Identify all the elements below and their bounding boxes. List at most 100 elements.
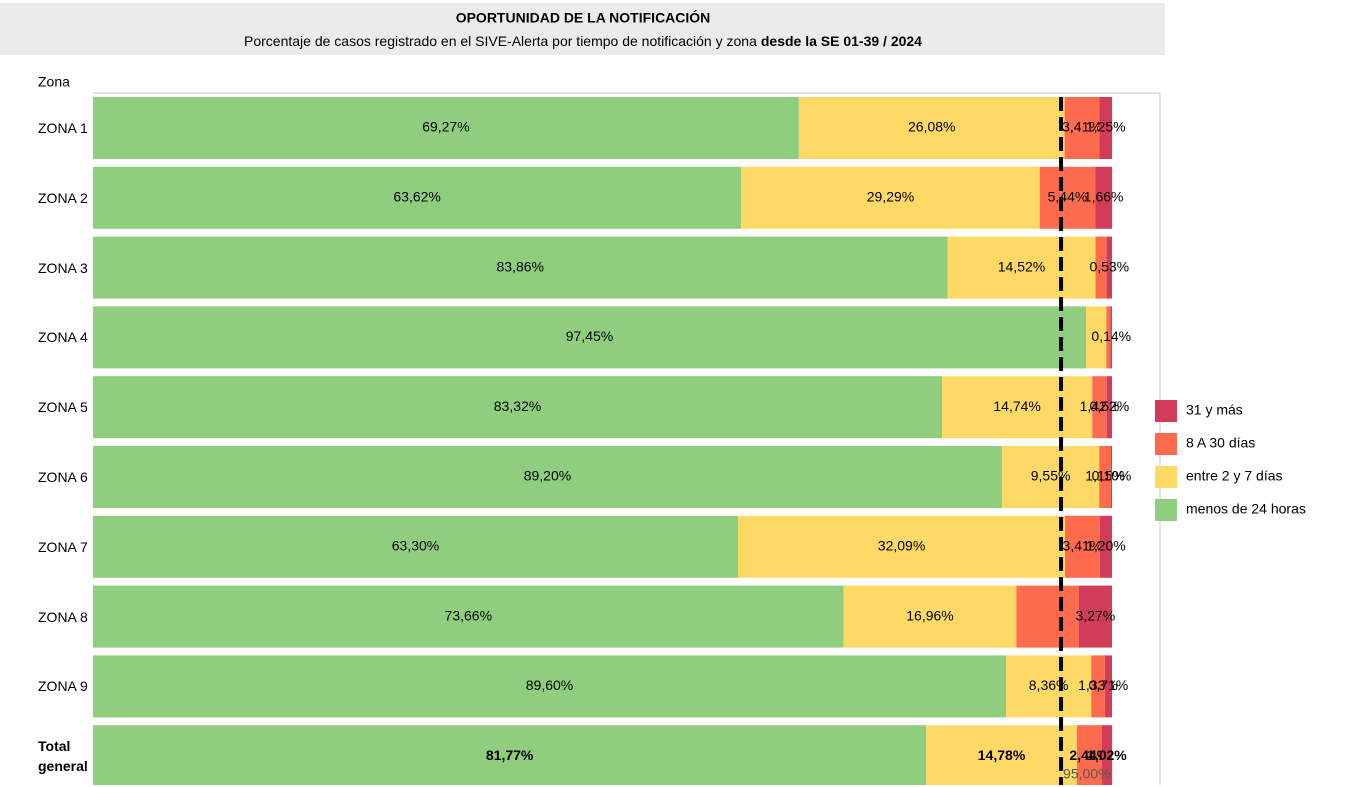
value-label: 89,60% bbox=[526, 677, 573, 693]
bar-segment bbox=[1099, 446, 1111, 508]
y-axis-title: Zona bbox=[38, 74, 70, 90]
bar-segment bbox=[1099, 515, 1112, 578]
bar-segment bbox=[942, 376, 1093, 439]
category-label: ZONA 3 bbox=[38, 259, 88, 276]
bar-segment bbox=[1106, 306, 1111, 369]
subtitle-text: Porcentaje de casos registrado en el SIV… bbox=[244, 33, 757, 49]
value-label: 16,96% bbox=[906, 607, 953, 623]
category-label: ZONA 9 bbox=[38, 678, 88, 695]
category-label: Total general bbox=[38, 738, 88, 775]
legend-label: entre 2 y 7 días bbox=[1186, 468, 1283, 484]
bar-segment bbox=[93, 585, 844, 648]
value-label: 83,32% bbox=[494, 398, 541, 414]
category-label: ZONA 4 bbox=[38, 329, 88, 346]
value-label: 1,02% bbox=[1087, 747, 1127, 763]
legend-swatch bbox=[1155, 400, 1177, 422]
value-label: 0,14% bbox=[1091, 328, 1131, 344]
bar-segment bbox=[926, 725, 1077, 785]
value-label: 0,52% bbox=[1089, 398, 1129, 414]
category-label: ZONA 2 bbox=[38, 189, 88, 206]
value-label: 0,53% bbox=[1089, 258, 1129, 274]
bar-segment bbox=[738, 515, 1066, 578]
bar-segment bbox=[1106, 236, 1112, 299]
value-label: 0,10% bbox=[1092, 468, 1132, 484]
value-label: 1,66% bbox=[1084, 189, 1124, 205]
bar-segment bbox=[798, 97, 1065, 159]
bar-segment bbox=[93, 655, 1007, 718]
bar-segment bbox=[93, 97, 799, 159]
bar-segment bbox=[1101, 725, 1113, 785]
value-label: 89,20% bbox=[524, 468, 571, 484]
bar-segment bbox=[1001, 446, 1100, 508]
value-label: 1,20% bbox=[1086, 538, 1126, 554]
bar-segment bbox=[1016, 585, 1079, 648]
bar-segment bbox=[1092, 376, 1107, 439]
legend-swatch bbox=[1155, 433, 1177, 455]
category-label: ZONA 1 bbox=[38, 120, 88, 136]
value-label: 26,08% bbox=[908, 119, 955, 135]
value-label: 69,27% bbox=[422, 119, 469, 135]
bar-segment bbox=[93, 236, 948, 299]
bar-segment bbox=[1104, 655, 1112, 718]
value-label: 8,36% bbox=[1029, 677, 1069, 693]
bar-segment bbox=[1110, 446, 1112, 508]
category-label: ZONA 8 bbox=[38, 608, 88, 625]
bar-segment bbox=[93, 166, 742, 229]
bar-segment bbox=[1091, 655, 1105, 718]
value-label: 32,09% bbox=[878, 538, 925, 554]
bar-segment bbox=[93, 515, 739, 578]
value-label: 3,41% bbox=[1062, 119, 1102, 135]
bar-segment bbox=[1095, 166, 1113, 229]
bar-segment bbox=[1086, 306, 1107, 369]
category-label: ZONA 6 bbox=[38, 469, 88, 485]
bar-segment bbox=[1078, 585, 1112, 648]
value-label: 73,66% bbox=[445, 607, 492, 623]
bar-segment bbox=[1064, 97, 1100, 159]
bar-segment bbox=[93, 446, 1002, 508]
bar-segment bbox=[93, 725, 927, 785]
value-label: 1,25% bbox=[1086, 119, 1126, 135]
bar-segment bbox=[93, 306, 1087, 369]
value-label: 1,15% bbox=[1085, 468, 1125, 484]
value-label: 14,78% bbox=[978, 747, 1026, 763]
bar-segment bbox=[843, 585, 1017, 648]
legend-swatch bbox=[1155, 499, 1177, 521]
legend-swatch bbox=[1155, 466, 1177, 488]
bar-segment bbox=[1039, 166, 1096, 229]
bar-segment bbox=[947, 236, 1096, 299]
value-label: 14,74% bbox=[993, 398, 1040, 414]
bar-segment bbox=[1006, 655, 1092, 718]
value-label: 97,45% bbox=[566, 328, 613, 344]
value-label: 2,44% bbox=[1069, 747, 1109, 763]
value-label: 63,62% bbox=[393, 189, 440, 205]
bar-segment bbox=[1076, 725, 1102, 785]
value-label: 0,71% bbox=[1089, 677, 1129, 693]
value-label: 3,27% bbox=[1075, 607, 1115, 623]
bar-segment bbox=[1095, 236, 1107, 299]
legend-label: 31 y más bbox=[1186, 402, 1243, 418]
category-label: ZONA 7 bbox=[38, 538, 88, 555]
title-band bbox=[0, 3, 1165, 55]
reference-label: 95,00% bbox=[1063, 766, 1110, 782]
category-label: ZONA 5 bbox=[38, 399, 88, 416]
value-label: 83,86% bbox=[497, 258, 544, 274]
bar-segment bbox=[1099, 97, 1113, 159]
chart-title: OPORTUNIDAD DE LA NOTIFICACIÓN bbox=[456, 9, 711, 26]
value-label: 3,41% bbox=[1063, 538, 1103, 554]
bar-segment bbox=[93, 376, 943, 439]
bar-segment bbox=[1106, 376, 1112, 439]
chart-subtitle: Porcentaje de casos registrado en el SIV… bbox=[244, 33, 922, 49]
bar-segment bbox=[1065, 515, 1100, 578]
subtitle-bold: desde la SE 01-39 / 2024 bbox=[761, 33, 922, 49]
value-label: 29,29% bbox=[867, 189, 914, 205]
value-label: 14,52% bbox=[998, 258, 1045, 274]
legend-label: menos de 24 horas bbox=[1186, 501, 1306, 517]
value-label: 5,44% bbox=[1048, 189, 1088, 205]
value-label: 9,55% bbox=[1031, 468, 1071, 484]
value-label: 81,77% bbox=[486, 747, 534, 763]
bar-segment bbox=[1110, 306, 1112, 369]
bar-segment bbox=[741, 166, 1040, 229]
legend-label: 8 A 30 días bbox=[1186, 435, 1255, 451]
